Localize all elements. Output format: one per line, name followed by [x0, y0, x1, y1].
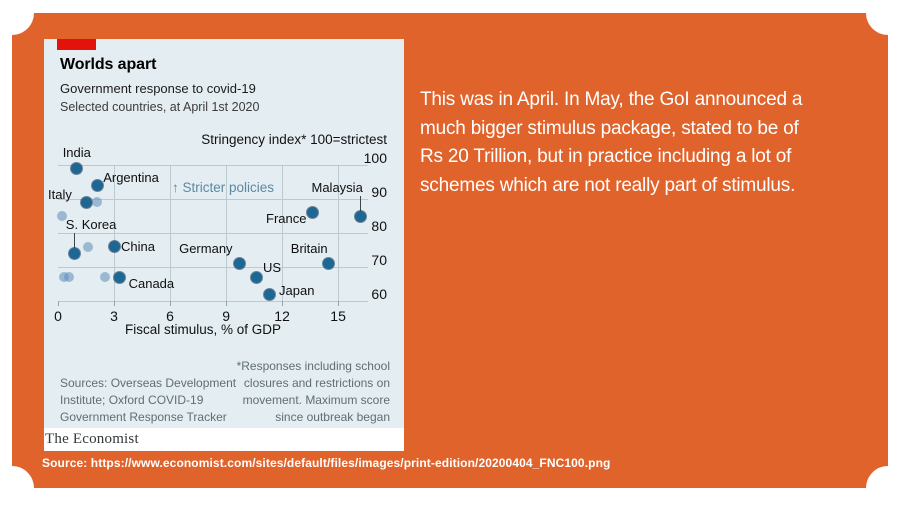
chart-card-footer: The Economist: [44, 428, 404, 451]
country-label-argentina: Argentina: [103, 170, 159, 186]
data-point-unlabeled-4: [58, 272, 69, 283]
concave-corner-top-left: [0, 0, 34, 35]
data-point-canada: [114, 271, 126, 283]
economist-red-tag: [57, 39, 96, 50]
chart-card-body: Worlds apart Government response to covi…: [44, 39, 404, 428]
chart-title: Worlds apart: [60, 56, 157, 73]
gridline-y-80: [58, 233, 368, 234]
sources-line: Government Response Tracker: [60, 410, 227, 424]
x-tick-label-15: 15: [330, 308, 346, 324]
country-label-us: US: [263, 260, 282, 276]
gridline-y-100: [58, 165, 368, 166]
gridline-x-12: [282, 165, 284, 301]
data-point-argentina: [91, 179, 103, 191]
stricter-policies-annotation: ↑ Stricter policies: [172, 180, 275, 195]
gridline-y-60: [58, 301, 368, 302]
concave-corner-top-right: [866, 0, 905, 35]
country-label-china: China: [121, 238, 155, 254]
concave-corner-bottom-right: [866, 466, 905, 510]
data-point-unlabeled-5: [64, 272, 75, 283]
x-tick-label-9: 9: [222, 308, 230, 324]
footnote-line: *Responses including school: [236, 359, 390, 373]
data-point-us: [250, 271, 262, 283]
x-tick-label-6: 6: [166, 308, 174, 324]
data-point-japan: [263, 288, 275, 300]
footnote-line: movement. Maximum score: [242, 393, 390, 407]
data-point-unlabeled-6: [99, 272, 110, 283]
economist-brand: The Economist: [45, 431, 139, 447]
data-point-britain: [323, 258, 335, 270]
chart-note: Selected countries, at April 1st 2020: [60, 100, 260, 114]
annotation-line: much bigger stimulus package, stated to …: [420, 117, 799, 139]
x-axis-tick-0: [58, 301, 59, 306]
leader-line-malaysia: [360, 196, 361, 212]
country-label-malaysia: Malaysia: [311, 180, 363, 195]
y-tick-label-100: 100: [363, 150, 387, 166]
gridline-y-90: [58, 199, 368, 200]
y-tick-label-80: 80: [371, 218, 387, 234]
annotation-line: Rs 20 Trillion, but in practice includin…: [420, 146, 792, 167]
data-point-india: [71, 162, 83, 174]
gridline-y-70: [58, 267, 368, 268]
data-point-s-korea: [69, 247, 81, 259]
x-axis-tick-9: [226, 301, 228, 306]
footnote-line: since outbreak began: [275, 410, 390, 424]
country-label-germany: Germany: [179, 240, 233, 256]
country-label-britain: Britain: [290, 240, 328, 256]
country-label-india: India: [62, 145, 91, 161]
gridline-x-3: [114, 165, 115, 301]
chart-sources: Sources: Overseas Development Institute; …: [60, 375, 236, 426]
gridline-x-6: [170, 165, 171, 301]
x-axis-tick-3: [114, 301, 115, 306]
country-label-france: France: [266, 210, 307, 226]
footnote-line: closures and restrictions on: [243, 376, 390, 390]
country-label-canada: Canada: [128, 276, 175, 292]
chart-subtitle: Government response to covid-19: [60, 81, 256, 96]
data-point-france: [306, 207, 318, 219]
data-point-germany: [233, 258, 245, 270]
x-tick-label-12: 12: [274, 308, 290, 324]
chart-footnote: *Responses including school closures and …: [237, 358, 390, 426]
annotation-line: This was in April. In May, the GoI annou…: [420, 89, 803, 110]
annotation-line: schemes which are not really part of sti…: [420, 174, 796, 196]
country-label-italy: Italy: [48, 187, 72, 203]
country-label-s-korea: S. Korea: [65, 217, 117, 233]
gridline-x-9: [226, 165, 228, 301]
data-point-unlabeled-2: [56, 211, 67, 221]
plot-area: ↑ Stricter policies 100 90 80 70 60 0 3 6 9 12 15 I…: [48, 145, 387, 324]
x-tick-label-3: 3: [110, 308, 118, 324]
y-axis-title: Stringency index* 100=strictest: [201, 132, 387, 147]
data-point-china: [108, 241, 120, 253]
x-axis-tick-15: [338, 301, 340, 306]
x-tick-label-0: 0: [54, 308, 62, 324]
data-point-unlabeled-3: [82, 241, 93, 252]
x-axis-label: Fiscal stimulus, % of GDP: [124, 322, 282, 337]
data-point-italy: [80, 196, 92, 208]
sources-line: Sources: Overseas Development: [60, 376, 237, 390]
country-label-japan: Japan: [279, 283, 315, 299]
leader-line-s-korea: [74, 233, 76, 250]
y-tick-label-60: 60: [371, 286, 387, 302]
economist-chart-image: Worlds apart Government response to covi…: [44, 39, 404, 451]
sources-line: Institute; Oxford COVID-19: [60, 393, 204, 407]
y-tick-label-90: 90: [371, 184, 387, 200]
annotation-text: This was in April. In May, the GoI annou…: [420, 86, 802, 200]
concave-corner-bottom-left: [0, 466, 34, 510]
data-point-malaysia: [355, 210, 366, 222]
data-point-unlabeled-1: [92, 197, 103, 208]
gridline-x-15: [338, 165, 340, 301]
source-url-text: Source: https://www.economist.com/sites/…: [42, 456, 611, 470]
y-tick-label-70: 70: [371, 252, 387, 268]
x-axis-tick-12: [282, 301, 284, 306]
x-axis-tick-6: [170, 301, 171, 306]
